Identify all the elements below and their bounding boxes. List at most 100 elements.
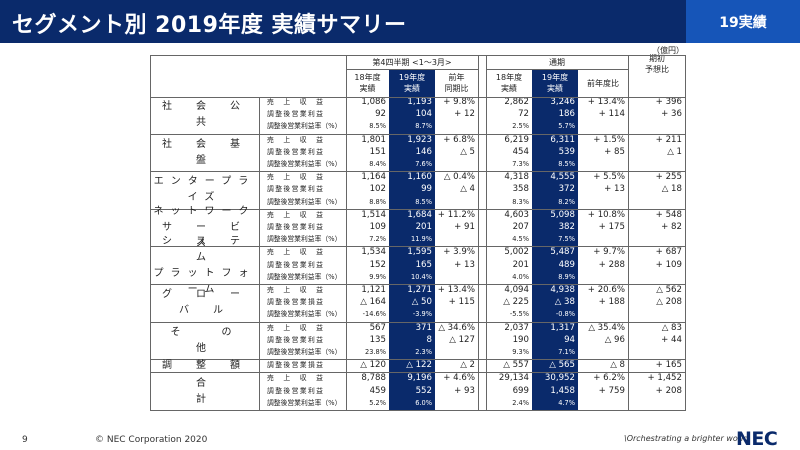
value-cell: + 759 <box>598 385 625 396</box>
value-cell <box>628 347 685 359</box>
value-cell <box>435 121 478 133</box>
value-cell <box>628 197 685 209</box>
value-cell: -14.6% <box>362 310 386 319</box>
f-fy19-header: 19年度 実績 <box>532 69 578 97</box>
segment-name-line: シ ス テ ム <box>162 235 264 263</box>
metric-label: 調整後営業利益率（%） <box>267 348 342 356</box>
value-cell: 8.5% <box>389 196 435 209</box>
column-divider <box>628 55 629 411</box>
value-cell: 552 <box>389 385 435 398</box>
metric-label: 売 上 収 益 <box>267 210 325 219</box>
header-text: 実績 <box>547 84 563 93</box>
value-cell: 104 <box>389 109 435 122</box>
value-cell: 5.2% <box>369 398 386 407</box>
value-cell: + 165 <box>655 360 682 371</box>
metric-label: 調整後営業利益 <box>267 185 325 194</box>
segment-name: そ の 他 <box>150 323 273 360</box>
value-cell: 8.5% <box>532 159 578 172</box>
table-row: 売 上 収 益 1,121 1,271 + 13.4% 4,094 4,938 + 20.6… <box>150 285 685 298</box>
segment-name-line: プラットフォーム <box>153 267 256 295</box>
value-cell: + 20.6% <box>587 285 625 295</box>
segment-name-line: 社 会 基 盤 <box>162 138 264 166</box>
value-cell: △ 562 <box>656 285 682 295</box>
metric-label: 売 上 収 益 <box>267 98 325 106</box>
segment-name-line: サ ー ビ ス <box>162 222 264 250</box>
value-cell: 1,160 <box>389 172 435 185</box>
value-cell: 23.8% <box>365 348 386 356</box>
table-row: 売 上 収 益 8,788 9,196 + 4.6% 29,134 30,952 + 6.2… <box>150 373 685 386</box>
value-cell: + 211 <box>655 134 682 145</box>
value-cell <box>578 347 628 359</box>
segment-name-line: 合 計 <box>196 377 332 405</box>
table-row: 調整後営業利益率（%） 8.5% 8.7% 2.5% 5.7% <box>150 121 685 134</box>
value-cell: △ 50 <box>389 297 435 310</box>
segment-name: グ ロ ー バ ル <box>150 285 259 322</box>
nec-logo: NEC <box>736 428 778 450</box>
table-row: 調整後営業損益 △ 120 △ 122 △ 2 △ 557 △ 565 △ 8 + 165 <box>150 360 685 373</box>
value-cell: 5,098 <box>532 209 578 222</box>
value-cell: 567 <box>369 322 386 333</box>
value-cell: 6,219 <box>504 134 529 145</box>
value-cell: △ 1 <box>667 146 682 157</box>
value-cell: + 687 <box>655 247 682 258</box>
column-divider <box>478 55 479 411</box>
value-cell: + 13 <box>604 184 625 195</box>
value-cell: 1,534 <box>361 247 386 258</box>
value-cell: 8.8% <box>369 197 386 206</box>
value-cell: 7.2% <box>369 235 386 244</box>
table-row: 売 上 収 益 1,086 1,193 + 9.8% 2,862 3,246 + 13.4%… <box>150 97 685 110</box>
table-row: 調整後営業利益率（%） 23.8% 2.3% 9.3% 7.1% <box>150 347 685 360</box>
value-cell: 11.9% <box>389 234 435 247</box>
value-cell: 1,121 <box>361 285 386 295</box>
value-cell: 4.7% <box>532 397 578 410</box>
value-cell: 10.4% <box>389 271 435 284</box>
value-cell: 8.5% <box>369 122 386 131</box>
segment-name: エンタープライズ <box>150 172 259 209</box>
segment-name-line: 社 会 公 共 <box>162 101 264 129</box>
table-row: 調整後営業利益率（%） 7.2% 11.9% 4.5% 7.5% <box>150 234 685 247</box>
metric-label: 売 上 収 益 <box>267 374 325 383</box>
value-cell: + 36 <box>661 109 682 120</box>
value-cell <box>435 347 478 359</box>
header-text: 予想比 <box>645 65 669 74</box>
value-cell: + 288 <box>598 259 625 270</box>
value-cell: + 93 <box>454 385 475 396</box>
header-text: 18年度 <box>495 73 523 82</box>
metric-label: 調整後営業利益 <box>267 147 325 156</box>
value-cell <box>435 272 478 284</box>
value-cell: 190 <box>512 334 529 345</box>
row-divider <box>150 321 685 323</box>
value-cell: 151 <box>369 146 386 157</box>
row-divider <box>150 208 685 210</box>
header-text: 第4四半期 <1～3月> <box>372 57 452 67</box>
segment-name-line: 調 整 額 <box>162 360 247 372</box>
value-cell: 207 <box>512 222 529 232</box>
value-cell: 454 <box>512 146 529 157</box>
value-cell: 1,086 <box>361 97 386 107</box>
value-cell: 8.3% <box>512 197 529 206</box>
value-cell <box>435 398 478 410</box>
value-cell <box>628 159 685 171</box>
value-cell <box>578 234 628 246</box>
value-cell: + 114 <box>598 109 625 120</box>
value-cell: 102 <box>369 184 386 195</box>
page-number: 9 <box>22 435 28 445</box>
value-cell <box>435 309 478 321</box>
value-cell <box>578 197 628 209</box>
value-cell: 358 <box>512 184 529 195</box>
value-cell: 9.3% <box>512 348 529 356</box>
value-cell: △ 565 <box>532 360 578 373</box>
value-cell: 5.7% <box>532 121 578 134</box>
metric-label: 調整後営業利益率（%） <box>267 310 342 319</box>
value-cell: 3,246 <box>532 97 578 110</box>
table-row: 調整後営業利益率（%） 9.9% 10.4% 4.0% 8.9% <box>150 271 685 284</box>
header-text: 前年度比 <box>587 78 619 88</box>
value-cell: + 6.8% <box>443 134 475 145</box>
value-cell: △ 225 <box>503 297 529 308</box>
row-divider <box>150 359 685 361</box>
metric-label: 調整後営業損益 <box>267 361 325 370</box>
q-yoy-header: 前年 同期比 <box>435 69 478 97</box>
value-cell: 6.0% <box>389 397 435 410</box>
segment-name-line: そ の 他 <box>170 326 273 354</box>
value-cell: 2,037 <box>504 322 529 333</box>
